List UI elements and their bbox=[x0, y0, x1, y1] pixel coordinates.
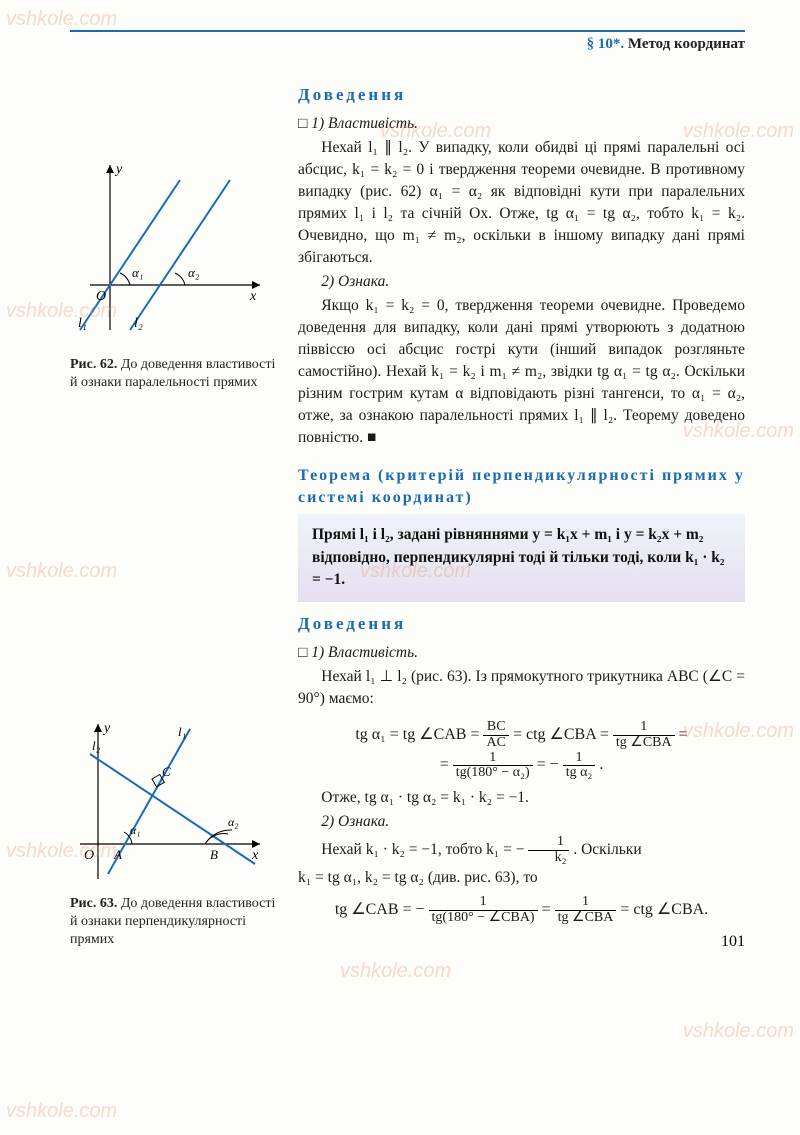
eq1-lead: tg α₁ = tg ∠CAB = bbox=[355, 726, 479, 743]
svg-text:l₂: l₂ bbox=[92, 738, 101, 753]
equation-1: tg α₁ = tg ∠CAB = BCAC = ctg ∠CBA = 1tg … bbox=[298, 720, 745, 781]
proof2-concl1: Отже, tg α₁ · tg α₂ = k₁ · k₂ = −1. bbox=[298, 787, 745, 809]
svg-text:l₁: l₁ bbox=[178, 724, 186, 739]
svg-text:α₂: α₂ bbox=[188, 265, 200, 280]
svg-text:x: x bbox=[249, 289, 257, 304]
eq1-mid2: = − bbox=[537, 756, 559, 773]
svg-text:A: A bbox=[113, 847, 122, 862]
svg-text:α₁: α₁ bbox=[132, 265, 143, 280]
proof2-prop: □ 1) Властивість. bbox=[298, 642, 745, 664]
eq1-tail2: . bbox=[599, 756, 603, 773]
header-rule bbox=[70, 30, 745, 32]
section-number: § 10*. bbox=[587, 36, 625, 52]
equation-2: tg ∠CAB = − 1tg(180° − ∠CBA) = 1tg ∠CBA … bbox=[298, 895, 745, 926]
eq1-f3n: 1 bbox=[453, 751, 533, 767]
svg-text:y: y bbox=[102, 721, 111, 736]
section-title: Метод координат bbox=[628, 36, 745, 52]
eq2-f1d: tg(180° − ∠CBA) bbox=[429, 911, 538, 926]
eq1-f3d: tg(180° − α₂) bbox=[453, 766, 533, 781]
page-number: 101 bbox=[721, 933, 745, 951]
figure-62: O x y α₁ α₂ l₁ l₂ bbox=[70, 155, 270, 345]
eq1-mid1: = ctg ∠CBA = bbox=[513, 726, 609, 743]
eq2-f2n: 1 bbox=[555, 895, 617, 911]
figure-62-caption: Рис. 62. До доведення властивості й озна… bbox=[70, 356, 280, 392]
svg-text:y: y bbox=[114, 162, 123, 177]
eq2-mid: = bbox=[542, 901, 551, 918]
eq1-f1n: BC bbox=[483, 720, 508, 736]
p2fd: k₂ bbox=[528, 851, 569, 866]
p2fn: 1 bbox=[528, 835, 569, 851]
eq2-f1n: 1 bbox=[429, 895, 538, 911]
proof2-para1: Нехай l₁ ⊥ l₂ (рис. 63). Із прямокутного… bbox=[298, 666, 745, 710]
figure-63: O A B C x y α₁ α₂ l₁ l₂ bbox=[70, 714, 270, 884]
svg-text:x: x bbox=[251, 848, 259, 863]
eq1-f2n: 1 bbox=[613, 720, 675, 736]
svg-text:α₂: α₂ bbox=[228, 815, 238, 829]
proof2-sign: 2) Ознака. bbox=[298, 811, 745, 833]
proof2-para3: k₁ = tg α₁, k₂ = tg α₂ (див. рис. 63), т… bbox=[298, 867, 745, 889]
proof2-heading: Доведення bbox=[298, 612, 745, 636]
fig63-label: Рис. 63. bbox=[70, 896, 117, 911]
svg-text:l₁: l₁ bbox=[78, 316, 87, 331]
eq2-f2d: tg ∠CBA bbox=[555, 911, 617, 926]
proof1-sign: 2) Ознака. bbox=[298, 271, 745, 293]
proof1-prop: □ 1) Властивість. bbox=[298, 113, 745, 135]
proof1-heading: Доведення bbox=[298, 83, 745, 107]
svg-text:O: O bbox=[96, 289, 106, 304]
proof2-para2: Нехай k₁ · k₂ = −1, тобто k₁ = − 1k₂ . О… bbox=[298, 835, 745, 865]
theorem-title: Теорема (критерій перпендикулярності пря… bbox=[298, 465, 745, 508]
svg-text:C: C bbox=[162, 764, 171, 779]
p2a: Нехай k₁ · k₂ = −1, тобто k₁ = − bbox=[321, 841, 524, 858]
svg-text:B: B bbox=[210, 847, 218, 862]
p2b: . Оскільки bbox=[573, 841, 641, 858]
page-header: § 10*. Метод координат bbox=[70, 36, 745, 53]
svg-text:l₂: l₂ bbox=[134, 316, 143, 331]
eq2-tail: = ctg ∠CBA. bbox=[620, 901, 708, 918]
fig62-label: Рис. 62. bbox=[70, 357, 117, 372]
eq1-f2d: tg ∠CBA bbox=[613, 736, 675, 751]
svg-text:α₁: α₁ bbox=[130, 823, 140, 837]
eq1-f4d: tg α₂ bbox=[563, 766, 596, 781]
eq1-tail1: = bbox=[679, 726, 688, 743]
watermark: vshkole.com bbox=[6, 1100, 117, 1123]
eq1-f1d: AC bbox=[483, 736, 508, 751]
figure-63-caption: Рис. 63. До доведення властивості й озна… bbox=[70, 895, 280, 950]
proof1-para2: Якщо k₁ = k₂ = 0, твердження теореми оче… bbox=[298, 295, 745, 449]
watermark: vshkole.com bbox=[683, 1020, 794, 1043]
theorem-box: Прямі l₁ і l₂, задані рівняннями y = k₁x… bbox=[298, 514, 745, 601]
proof1-para1: Нехай l₁ ∥ l₂. У випадку, коли обидві ці… bbox=[298, 137, 745, 269]
svg-text:O: O bbox=[84, 848, 94, 863]
eq2-lead: tg ∠CAB = − bbox=[335, 901, 425, 918]
eq1-f4n: 1 bbox=[563, 751, 596, 767]
